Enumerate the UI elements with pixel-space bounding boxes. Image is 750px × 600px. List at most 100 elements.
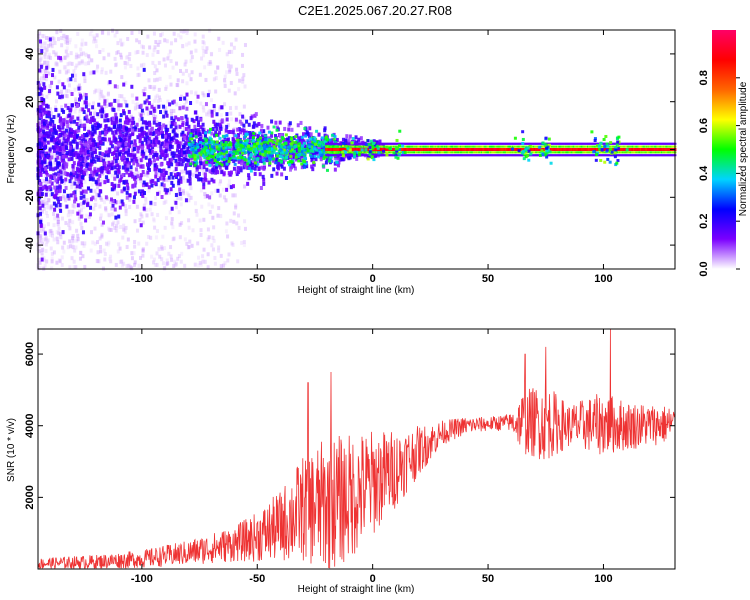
spectrogram-cell [125,55,129,60]
spectrogram-cell [128,197,132,202]
spectrogram-cell [149,139,153,144]
spectrogram-cell [289,154,293,158]
spectrogram-cell [155,104,159,109]
spectrogram-cell [251,162,255,167]
spectrogram-cell [127,56,131,61]
spectrogram-cell [139,103,143,108]
spectrogram-cell [73,248,77,253]
spectrogram-cell [106,91,110,96]
spectrogram-cell [81,61,85,66]
spectrogram-cell [220,105,224,110]
spectrogram-cell [236,143,240,147]
spectrogram-cell [170,206,174,211]
spectrogram-cell [121,165,125,170]
spectrogram-cell [203,156,207,160]
spectrogram-cell [73,130,77,135]
spectrogram-cell [187,225,191,230]
spectrogram-cell [82,162,86,167]
spectrogram-cell [94,154,98,159]
spectrogram-cell [174,140,178,145]
spectrogram-cell [204,150,208,154]
spectrogram-cell [221,187,225,192]
spectrogram-cell [43,67,47,72]
spectrogram-cell [257,140,261,144]
spectrogram-cell [213,153,217,157]
spectrogram-cell [303,156,307,160]
spectrogram-cell [200,204,204,209]
spectrogram-cell [298,152,302,156]
spectrogram-cell [139,176,143,181]
spectrogram-cell [59,208,63,213]
spectrogram-cell [194,135,198,139]
spectrogram-cell [98,92,102,97]
spectrogram-cell [172,169,176,174]
spectrogram-cell [49,166,53,171]
spectrogram-cell [107,226,111,231]
spectrogram-cell [201,122,205,127]
spectrogram-cell [86,54,90,59]
spectrogram-cell [234,134,238,138]
spectrogram-cell [113,84,117,89]
spectrogram-cell [37,197,41,202]
spectrogram-cell [154,139,158,144]
spectrogram-cell [266,125,270,130]
spectrogram-cell [42,118,46,123]
spectrogram-cell [55,260,59,265]
spectrogram-cell [122,186,126,191]
spectrogram-cell [140,140,144,145]
spectrogram-cell [79,95,83,100]
spectrogram-cell [39,132,43,137]
spectrogram-cell [201,40,205,45]
spectrogram-cell [118,129,122,134]
spectrogram-cell [160,195,164,200]
spectrogram-cell [43,60,47,65]
spectrogram-cell [150,212,154,217]
spectrogram-cell [214,164,218,169]
spectrogram-cell [217,142,221,147]
spectrogram-cell [164,153,168,158]
spectrogram-cell [210,98,214,103]
spectrogram-cell [38,63,42,68]
spectrogram-cell [79,221,83,226]
spectrogram-cell [58,169,62,174]
spectrogram-cell [121,139,125,144]
spectrogram-cell [167,53,171,58]
spectrogram-cell [207,140,211,144]
spectrogram-cell [111,116,115,121]
spectrogram-cell [322,146,326,150]
spectrogram-cell [147,95,151,100]
spectrogram-cell [43,169,47,174]
spectrogram-cell [111,203,115,208]
spectrogram-cell [122,180,126,185]
spectrogram-cell [253,152,257,156]
spectrogram-cell [151,132,155,137]
spectrogram-cell [43,46,47,51]
spectrogram-cell [283,126,287,131]
spectrogram-cell [74,163,78,168]
spectrogram-cell [135,204,139,209]
spectrogram-cell [44,153,48,158]
spectrogram-cell [116,191,120,196]
spectrogram-cell [239,166,243,171]
spectrogram-cell [114,159,118,164]
spectrogram-cell [141,247,145,252]
spectrogram-cell [141,248,145,253]
spectrogram-cell [88,173,92,178]
spectrogram-cell [242,128,246,133]
spectrogram-cell [288,121,292,126]
spectrogram-cell [304,134,308,138]
spectrogram-cell [60,167,64,172]
spectrogram-cell [98,173,102,178]
spectrogram-cell [119,137,123,142]
spectrogram-cell [206,237,210,242]
spectrogram-cell [64,185,68,190]
spectrogram-cell [58,179,62,184]
spectrogram-cell [101,109,105,114]
spectrogram-cell [132,199,136,204]
spectrogram-cell [56,222,60,227]
spectrogram-cell [78,174,82,179]
spectrogram-cell [220,147,224,151]
spectrogram-cell [46,112,50,117]
spectrogram-cell [70,156,74,161]
spectrogram-cell [156,178,160,183]
